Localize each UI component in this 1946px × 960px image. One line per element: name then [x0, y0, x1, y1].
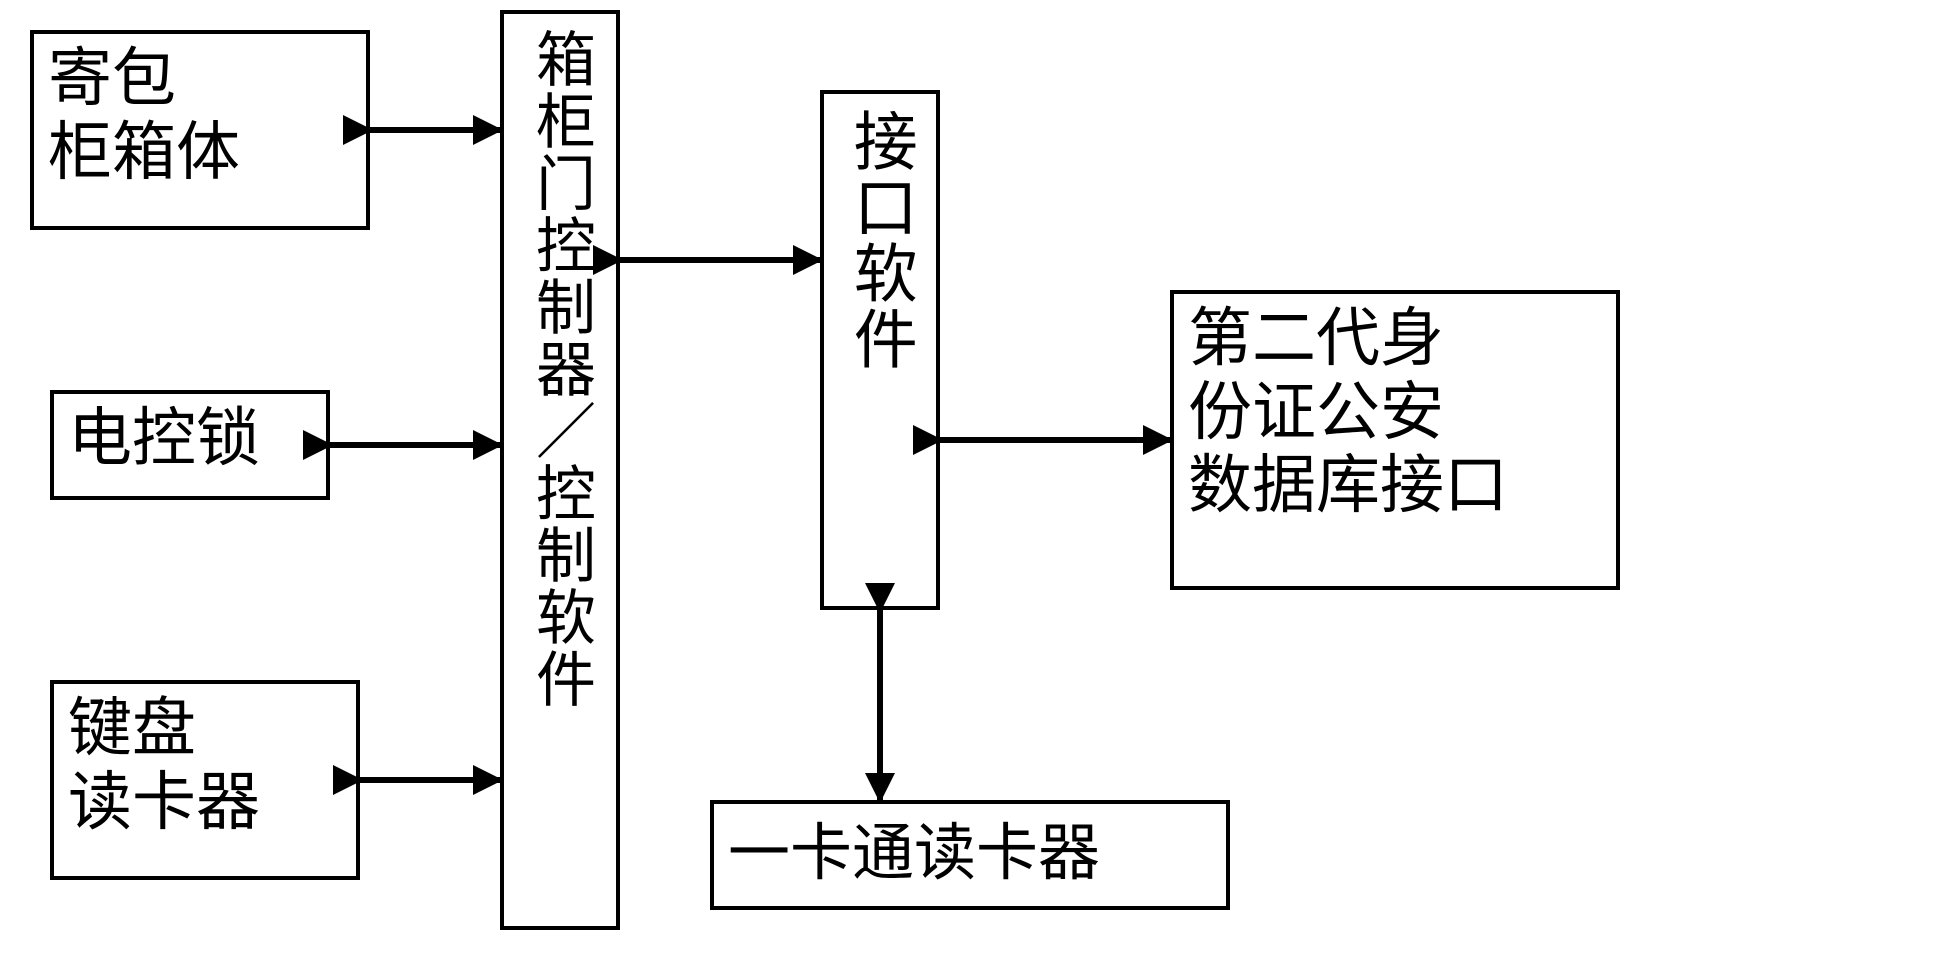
node-label: 一卡通读卡器: [728, 819, 1100, 890]
node-label: 第二代身 份证公安 数据库接口: [1188, 302, 1508, 523]
node-locker-body: 寄包 柜箱体: [30, 30, 370, 230]
node-label: 电控锁: [68, 402, 260, 476]
diagram-stage: 寄包 柜箱体 电控锁 键盘 读卡器 箱柜门控制器／控制软件 接口软件 第二代身 …: [0, 0, 1946, 960]
node-interface-software: 接口软件: [820, 90, 940, 610]
node-elock: 电控锁: [50, 390, 330, 500]
node-label: 寄包 柜箱体: [48, 42, 240, 189]
node-label: 箱柜门控制器／控制软件: [526, 28, 595, 710]
node-door-controller: 箱柜门控制器／控制软件: [500, 10, 620, 930]
node-label: 键盘 读卡器: [68, 692, 260, 839]
node-id-database: 第二代身 份证公安 数据库接口: [1170, 290, 1620, 590]
node-keypad-reader: 键盘 读卡器: [50, 680, 360, 880]
node-label: 接口软件: [843, 108, 917, 372]
node-card-reader: 一卡通读卡器: [710, 800, 1230, 910]
